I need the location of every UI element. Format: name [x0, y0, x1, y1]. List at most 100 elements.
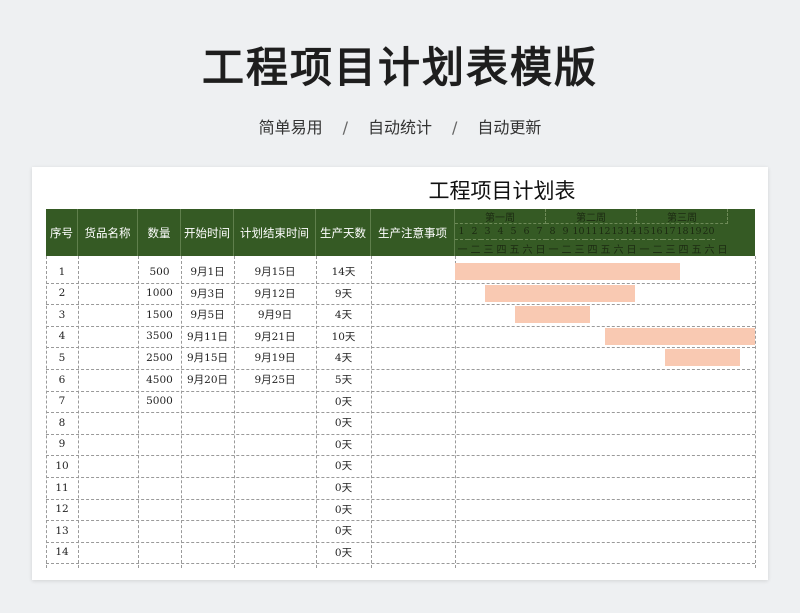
- cell-production-days[interactable]: 0天: [334, 417, 353, 430]
- cell-no[interactable]: 6: [58, 373, 66, 386]
- cell-notes[interactable]: [371, 391, 455, 412]
- cell-production-days[interactable]: 0天: [334, 438, 353, 451]
- cell-no[interactable]: 11: [55, 481, 69, 494]
- cell-no[interactable]: 4: [58, 330, 66, 343]
- cell-notes[interactable]: [371, 542, 455, 563]
- cell-notes[interactable]: [371, 369, 455, 390]
- cell-quantity[interactable]: 3500: [146, 330, 173, 343]
- cell-item-name[interactable]: [78, 434, 138, 455]
- cell-start-date[interactable]: [181, 455, 234, 476]
- cell-quantity[interactable]: 1000: [146, 287, 173, 300]
- cell-no[interactable]: 13: [55, 524, 69, 537]
- cell-notes[interactable]: [371, 412, 455, 433]
- cell-quantity[interactable]: [138, 499, 181, 520]
- cell-production-days[interactable]: 9天: [334, 287, 353, 300]
- cell-notes[interactable]: [371, 283, 455, 304]
- cell-start-date[interactable]: [181, 477, 234, 498]
- cell-quantity[interactable]: 5000: [146, 395, 173, 408]
- cell-no[interactable]: 9: [58, 438, 66, 451]
- cell-start-date[interactable]: 9月11日: [186, 330, 229, 343]
- cell-notes[interactable]: [371, 520, 455, 541]
- cell-item-name[interactable]: [78, 304, 138, 325]
- cell-production-days[interactable]: 14天: [331, 266, 356, 278]
- cell-production-days[interactable]: 0天: [334, 546, 353, 559]
- cell-start-date[interactable]: [181, 542, 234, 563]
- cell-start-date[interactable]: [181, 434, 234, 455]
- cell-item-name[interactable]: [78, 369, 138, 390]
- cell-end-date[interactable]: 9月12日: [254, 287, 296, 300]
- cell-start-date[interactable]: [181, 499, 234, 520]
- cell-production-days[interactable]: 0天: [334, 525, 353, 538]
- cell-quantity[interactable]: [138, 520, 181, 541]
- cell-end-date[interactable]: [234, 542, 316, 563]
- cell-item-name[interactable]: [78, 261, 138, 282]
- cell-item-name[interactable]: [78, 326, 138, 347]
- cell-production-days[interactable]: 0天: [334, 395, 353, 408]
- cell-production-days[interactable]: 5天: [334, 374, 353, 386]
- cell-end-date[interactable]: 9月19日: [254, 352, 296, 365]
- cell-end-date[interactable]: 9月21日: [254, 330, 296, 343]
- cell-start-date[interactable]: [181, 520, 234, 541]
- cell-notes[interactable]: [371, 455, 455, 476]
- cell-item-name[interactable]: [78, 391, 138, 412]
- cell-quantity[interactable]: 4500: [146, 373, 173, 386]
- cell-end-date[interactable]: [234, 434, 316, 455]
- cell-production-days[interactable]: 4天: [334, 309, 353, 322]
- cell-quantity[interactable]: [138, 412, 181, 433]
- cell-no[interactable]: 2: [58, 287, 66, 300]
- cell-item-name[interactable]: [78, 412, 138, 433]
- cell-start-date[interactable]: 9月5日: [190, 309, 225, 322]
- cell-production-days[interactable]: 0天: [334, 482, 353, 494]
- cell-no[interactable]: 12: [55, 503, 69, 516]
- cell-quantity[interactable]: 1500: [146, 308, 173, 321]
- cell-notes[interactable]: [371, 477, 455, 498]
- cell-item-name[interactable]: [78, 542, 138, 563]
- cell-no[interactable]: 7: [58, 395, 66, 408]
- cell-no[interactable]: 8: [58, 416, 66, 429]
- cell-end-date[interactable]: 9月15日: [254, 266, 296, 278]
- cell-production-days[interactable]: 10天: [331, 330, 356, 343]
- cell-start-date[interactable]: 9月1日: [190, 266, 225, 278]
- cell-quantity[interactable]: [138, 434, 181, 455]
- cell-quantity[interactable]: 2500: [146, 351, 173, 364]
- cell-production-days[interactable]: 0天: [334, 460, 353, 473]
- cell-end-date[interactable]: [234, 520, 316, 541]
- cell-end-date[interactable]: [234, 499, 316, 520]
- cell-quantity[interactable]: [138, 542, 181, 563]
- cell-no[interactable]: 1: [58, 265, 66, 278]
- cell-item-name[interactable]: [78, 455, 138, 476]
- cell-no[interactable]: 14: [55, 546, 69, 559]
- cell-start-date[interactable]: [181, 412, 234, 433]
- cell-quantity[interactable]: [138, 455, 181, 476]
- cell-notes[interactable]: [371, 347, 455, 368]
- cell-notes[interactable]: [371, 304, 455, 325]
- cell-no[interactable]: 10: [55, 459, 69, 472]
- cell-item-name[interactable]: [78, 347, 138, 368]
- cell-end-date[interactable]: 9月25日: [254, 374, 296, 386]
- cell-start-date[interactable]: 9月20日: [186, 374, 229, 386]
- cell-item-name[interactable]: [78, 499, 138, 520]
- cell-item-name[interactable]: [78, 477, 138, 498]
- gantt-day-number: 11: [585, 224, 598, 240]
- cell-no[interactable]: 3: [58, 308, 66, 321]
- cell-quantity[interactable]: [138, 477, 181, 498]
- cell-item-name[interactable]: [78, 520, 138, 541]
- cell-production-days[interactable]: 0天: [334, 503, 353, 516]
- gantt-day-number: 13: [611, 224, 624, 240]
- cell-production-days[interactable]: 4天: [334, 352, 353, 365]
- cell-end-date[interactable]: [234, 391, 316, 412]
- cell-end-date[interactable]: [234, 477, 316, 498]
- cell-start-date[interactable]: [181, 391, 234, 412]
- cell-quantity[interactable]: 500: [149, 265, 170, 278]
- cell-notes[interactable]: [371, 434, 455, 455]
- cell-notes[interactable]: [371, 326, 455, 347]
- cell-end-date[interactable]: 9月9日: [257, 309, 293, 322]
- cell-item-name[interactable]: [78, 283, 138, 304]
- cell-end-date[interactable]: [234, 412, 316, 433]
- cell-notes[interactable]: [371, 261, 455, 282]
- cell-start-date[interactable]: 9月15日: [186, 352, 229, 365]
- cell-end-date[interactable]: [234, 455, 316, 476]
- cell-no[interactable]: 5: [58, 351, 66, 364]
- cell-start-date[interactable]: 9月3日: [190, 287, 225, 300]
- cell-notes[interactable]: [371, 499, 455, 520]
